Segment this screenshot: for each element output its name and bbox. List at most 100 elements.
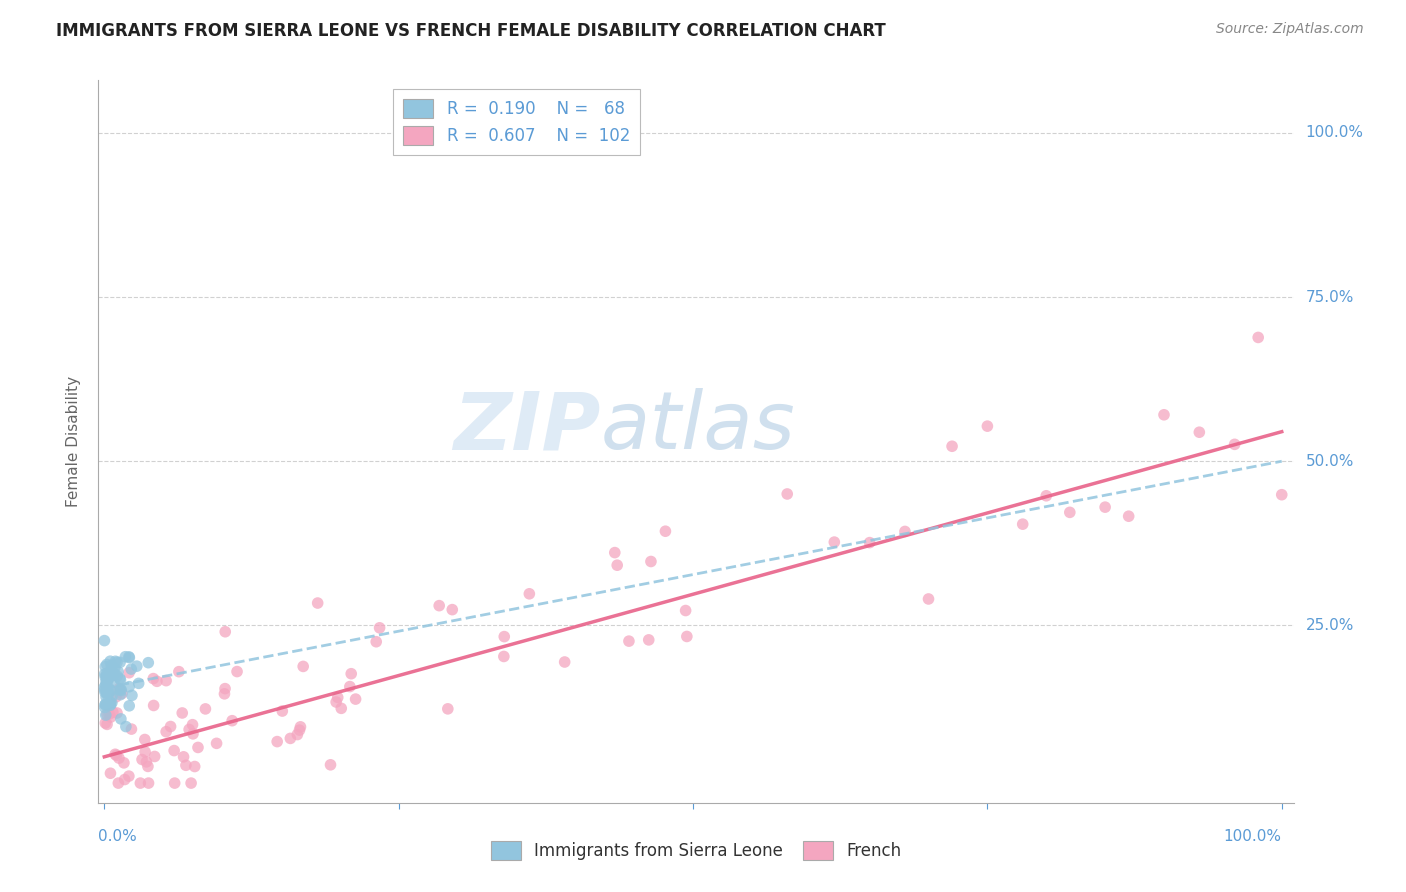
Point [108, 681, 131, 696]
Point [118, 680, 141, 694]
Point [108, 656, 131, 670]
Point [98, 665, 121, 679]
Point [194, 702, 217, 716]
Point [100, 766, 122, 780]
Point [135, 755, 157, 769]
Point [1153, 408, 1175, 422]
Point [96, 670, 118, 684]
Point [118, 650, 141, 665]
Point [94, 678, 117, 692]
Point [112, 756, 135, 770]
Point [325, 695, 347, 709]
Point [1223, 437, 1246, 451]
Point [108, 751, 131, 765]
Point [437, 702, 460, 716]
Point [94, 698, 117, 712]
Text: 0.0%: 0.0% [98, 829, 138, 844]
Text: 50.0%: 50.0% [1306, 454, 1354, 468]
Point [326, 690, 349, 705]
Point [271, 704, 294, 718]
Point [114, 649, 136, 664]
Point [606, 558, 628, 573]
Point [97, 672, 120, 686]
Point [104, 747, 127, 762]
Point [96, 717, 118, 731]
Point [143, 749, 166, 764]
Point [146, 674, 169, 689]
Point [105, 669, 128, 683]
Y-axis label: Female Disability: Female Disability [66, 376, 82, 508]
Point [108, 682, 131, 697]
Point [101, 696, 124, 710]
Point [134, 732, 156, 747]
Point [1035, 489, 1057, 503]
Text: atlas: atlas [600, 388, 796, 467]
Text: IMMIGRANTS FROM SIERRA LEONE VS FRENCH FEMALE DISABILITY CORRELATION CHART: IMMIGRANTS FROM SIERRA LEONE VS FRENCH F… [56, 22, 886, 40]
Point [1011, 517, 1033, 532]
Point [120, 662, 142, 676]
Point [155, 673, 177, 688]
Point [114, 772, 136, 787]
Point [118, 698, 141, 713]
Text: 100.0%: 100.0% [1223, 829, 1282, 844]
Point [97, 681, 120, 696]
Point [118, 649, 141, 664]
Point [105, 748, 128, 763]
Point [339, 680, 361, 694]
Point [98, 654, 121, 668]
Point [97, 672, 120, 686]
Point [104, 690, 127, 704]
Point [93, 682, 115, 697]
Point [214, 687, 236, 701]
Point [94, 659, 117, 673]
Point [1247, 330, 1270, 344]
Point [859, 535, 882, 549]
Point [917, 591, 939, 606]
Point [100, 698, 122, 713]
Point [187, 740, 209, 755]
Point [142, 672, 165, 686]
Point [290, 720, 312, 734]
Point [288, 723, 311, 738]
Point [100, 696, 122, 710]
Text: 100.0%: 100.0% [1306, 126, 1364, 140]
Point [98, 698, 121, 712]
Point [173, 749, 195, 764]
Point [128, 676, 150, 690]
Point [894, 524, 917, 539]
Point [110, 673, 132, 687]
Point [134, 745, 156, 759]
Point [111, 686, 134, 700]
Point [118, 769, 141, 783]
Point [101, 667, 124, 681]
Point [330, 701, 353, 715]
Point [121, 689, 143, 703]
Point [100, 683, 122, 698]
Point [1059, 505, 1081, 519]
Point [159, 719, 181, 733]
Point [107, 776, 129, 790]
Point [976, 419, 998, 434]
Point [676, 630, 699, 644]
Point [104, 654, 127, 668]
Point [107, 665, 129, 679]
Point [94, 708, 117, 723]
Point [93, 667, 115, 681]
Point [94, 698, 117, 712]
Point [100, 658, 122, 673]
Point [776, 487, 799, 501]
Point [105, 655, 128, 669]
Point [441, 602, 464, 616]
Point [266, 734, 288, 748]
Text: Source: ZipAtlas.com: Source: ZipAtlas.com [1216, 22, 1364, 37]
Point [138, 776, 160, 790]
Point [94, 670, 117, 684]
Point [96, 673, 118, 688]
Point [142, 698, 165, 713]
Point [368, 621, 391, 635]
Point [93, 633, 115, 648]
Point [94, 700, 117, 714]
Point [617, 634, 640, 648]
Point [125, 659, 148, 673]
Point [366, 634, 388, 648]
